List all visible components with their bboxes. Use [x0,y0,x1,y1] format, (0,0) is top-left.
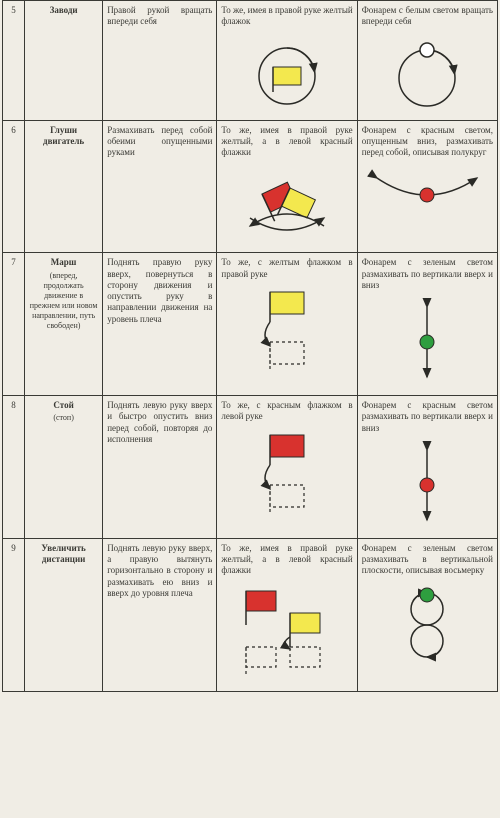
signal-name: Заводи [25,1,103,121]
hand-method: Размахивать перед собой обеими опущенным… [103,120,217,253]
lamp-method: Фонарем с белым светом вращать впереди с… [357,1,497,121]
name-main: Заводи [50,5,78,15]
flag-method: То же, имея в правой руке желтый, а в ле… [217,120,357,253]
lamp-diagram-circle-white [382,34,472,112]
lamp-text: Фонарем с красным светом, опущенным вниз… [362,125,493,158]
flag-text: То же, с желтым флажком в правой руке [221,257,352,278]
lamp-text: Фонарем с зеленым светом размахивать в в… [362,543,493,576]
hand-method: Правой рукой вращать впереди себя [103,1,217,121]
name-sub: (вперед, продолжать движение в прежнем и… [29,271,98,331]
table-row: 8 Стой (стоп) Поднять левую руку вверх и… [3,396,498,539]
row-number: 5 [3,1,25,121]
flag-text: То же, имея в правой руке желтый флажок [221,5,352,26]
signal-name: Стой (стоп) [25,396,103,539]
lamp-text: Фонарем с красным светом размахивать по … [362,400,493,433]
flag-method: То же, имея в правой руке желтый флажок [217,1,357,121]
signals-table: 5 Заводи Правой рукой вращать впереди се… [2,0,498,692]
lamp-diagram-semicircle-red [367,164,487,214]
lamp-text: Фонарем с зеленым светом размахивать по … [362,257,493,290]
name-main: Стой [53,400,73,410]
lamp-diagram-vertical-red [407,440,447,530]
table-row: 6 Глуши двигатель Размахивать перед собо… [3,120,498,253]
page: 5 Заводи Правой рукой вращать впереди се… [0,0,500,818]
lamp-method: Фонарем с красным светом размахивать по … [357,396,497,539]
flag-diagram-circle-yellow [242,34,332,112]
lamp-diagram-figure-eight-green [392,583,462,673]
hand-method: Поднять левую руку вверх, а правую вытян… [103,538,217,691]
flag-method: То же, имея в правой руке желтый, а в ле… [217,538,357,691]
name-main: Увеличить дистанции [41,543,85,564]
hand-method: Поднять левую руку вверх и быстро опусти… [103,396,217,539]
signal-name: Увеличить дистанции [25,538,103,691]
name-main: Глуши двигатель [43,125,84,146]
signal-name: Марш (вперед, продолжать движение в преж… [25,253,103,396]
table-row: 9 Увеличить дистанции Поднять левую руку… [3,538,498,691]
table-row: 7 Марш (вперед, продолжать движение в пр… [3,253,498,396]
flag-diagram-yellow-down [242,286,332,376]
row-number: 6 [3,120,25,253]
flag-diagram-red-down [242,429,332,519]
lamp-diagram-vertical-green [407,297,447,387]
flag-text: То же, имея в правой руке желтый, а в ле… [221,543,352,576]
row-number: 9 [3,538,25,691]
name-main: Марш [51,257,77,267]
flag-method: То же, с желтым флажком в правой руке [217,253,357,396]
name-sub: (стоп) [29,413,98,423]
table-row: 5 Заводи Правой рукой вращать впереди се… [3,1,498,121]
signal-name: Глуши двигатель [25,120,103,253]
flag-method: То же, с красным флажком в левой руке [217,396,357,539]
lamp-method: Фонарем с зеленым светом размахивать по … [357,253,497,396]
lamp-text: Фонарем с белым светом вращать впереди с… [362,5,493,26]
hand-method: Поднять правую руку вверх, повернуться в… [103,253,217,396]
flag-diagram-two-flags-offset [232,583,342,683]
flag-diagram-two-flags-semicircle [232,164,342,244]
row-number: 8 [3,396,25,539]
row-number: 7 [3,253,25,396]
lamp-method: Фонарем с красным светом, опущенным вниз… [357,120,497,253]
flag-text: То же, имея в правой руке желтый, а в ле… [221,125,352,158]
flag-text: То же, с красным флажком в левой руке [221,400,352,421]
lamp-method: Фонарем с зеленым светом размахивать в в… [357,538,497,691]
